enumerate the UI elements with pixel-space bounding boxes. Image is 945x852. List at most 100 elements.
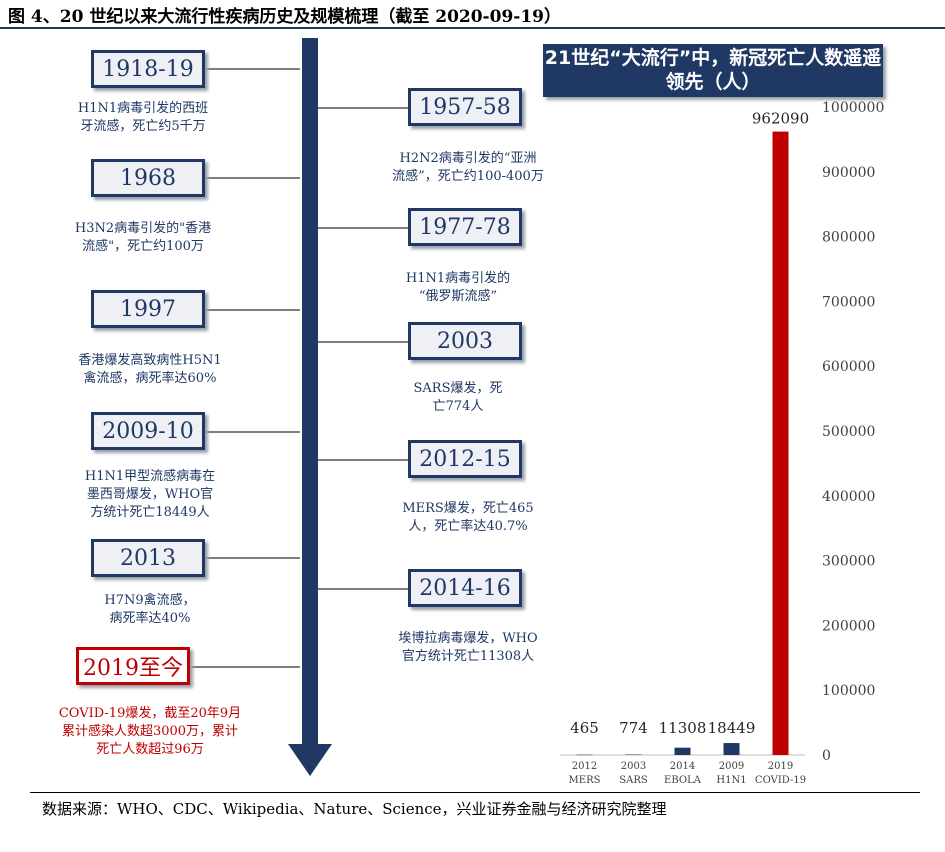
bar-data-label: 962090 bbox=[752, 110, 809, 128]
timeline-event-description: MERS爆发，死亡465 人，死亡率达40.7% bbox=[402, 500, 533, 536]
event-description-line: H1N1病毒引发的西班 bbox=[77, 101, 209, 116]
event-description-line: 死亡人数超过96万 bbox=[96, 742, 204, 757]
event-description-line: 流感"，死亡约100万 bbox=[82, 239, 204, 254]
event-description-line: MERS爆发，死亡465 bbox=[402, 501, 534, 516]
timeline-event-description: H3N2病毒引发的"香港 流感"，死亡约100万 bbox=[75, 220, 211, 256]
timeline-year-box: 2013 bbox=[91, 539, 205, 577]
y-tick-label: 300000 bbox=[822, 554, 875, 570]
timeline-event-description: COVID-19爆发，截至20年9月 累计感染人数超3000万，累计 死亡人数超过9… bbox=[59, 705, 241, 759]
event-description-line: 埃博拉病毒爆发，WHO bbox=[398, 631, 538, 646]
event-description-line: “俄罗斯流感” bbox=[418, 289, 498, 304]
x-tick-label-year: 2014 bbox=[670, 761, 695, 772]
timeline-year-label: 1918-19 bbox=[102, 56, 194, 82]
timeline-connector bbox=[205, 557, 300, 559]
timeline-year-box: 2014-16 bbox=[408, 569, 522, 607]
y-tick-label: 1000000 bbox=[822, 100, 884, 116]
x-tick-label-name: H1N1 bbox=[716, 775, 746, 786]
timeline-year-label: 1968 bbox=[120, 165, 176, 191]
timeline-arrowhead bbox=[288, 744, 332, 776]
timeline-connector bbox=[205, 68, 300, 70]
timeline-shaft bbox=[302, 38, 318, 750]
timeline-year-box: 2003 bbox=[408, 322, 522, 360]
bar bbox=[772, 131, 789, 755]
timeline-event-description: H1N1病毒引发的西班 牙流感，死亡约5千万 bbox=[78, 100, 208, 136]
timeline-connector bbox=[205, 177, 300, 179]
timeline-event-description: 埃博拉病毒爆发，WHO 官方统计死亡11308人 bbox=[398, 630, 537, 666]
event-description-line: 官方统计死亡11308人 bbox=[401, 649, 535, 664]
timeline-year-label: 2012-15 bbox=[419, 446, 511, 472]
bar bbox=[723, 743, 740, 755]
y-tick-label: 500000 bbox=[822, 424, 875, 440]
event-description-line: SARS爆发，死 bbox=[413, 381, 503, 396]
timeline-year-box: 1968 bbox=[91, 159, 205, 197]
event-description-line: 香港爆发高致病性H5N1 bbox=[78, 353, 222, 368]
chart-title: 21世纪“大流行”中，新冠死亡人数遥遥领先（人） bbox=[543, 44, 883, 97]
timeline-year-label: 1957-58 bbox=[419, 94, 511, 120]
timeline-connector bbox=[205, 431, 300, 433]
event-description-line: H1N1甲型流感病毒在 bbox=[84, 469, 216, 484]
timeline-year-label: 2014-16 bbox=[419, 575, 511, 601]
y-tick-label: 400000 bbox=[822, 489, 875, 505]
bar bbox=[625, 754, 642, 755]
event-description-line: 亡774人 bbox=[432, 399, 484, 414]
timeline-year-box: 2009-10 bbox=[91, 412, 205, 450]
timeline-connector bbox=[318, 227, 408, 229]
timeline-event-description: SARS爆发，死 亡774人 bbox=[414, 380, 503, 416]
timeline-spine bbox=[288, 38, 332, 776]
timeline-connector bbox=[318, 107, 408, 109]
timeline-year-box: 2012-15 bbox=[408, 440, 522, 478]
timeline-year-box: 1977-78 bbox=[408, 208, 522, 246]
bar-data-label: 774 bbox=[619, 719, 648, 737]
timeline-year-label: 1997 bbox=[120, 296, 176, 322]
event-description-line: 方统计死亡18449人 bbox=[90, 505, 210, 520]
timeline-event-description: 香港爆发高致病性H5N1 禽流感，病死率达60% bbox=[78, 352, 221, 388]
timeline-connector bbox=[318, 341, 408, 343]
y-tick-label: 900000 bbox=[822, 165, 875, 181]
event-description-line: H1N1病毒引发的 bbox=[405, 271, 511, 286]
timeline-year-box: 2019至今 bbox=[76, 647, 190, 685]
x-tick-label-name: EBOLA bbox=[664, 775, 702, 786]
event-description-line: 牙流感，死亡约5千万 bbox=[80, 119, 206, 134]
timeline-year-label: 1977-78 bbox=[419, 214, 511, 240]
timeline-connector bbox=[190, 666, 300, 668]
bar-data-label: 18449 bbox=[708, 719, 756, 737]
timeline-year-label: 2013 bbox=[120, 545, 176, 571]
timeline-event-description: H2N2病毒引发的“亚洲 流感”，死亡约100-400万 bbox=[392, 150, 544, 186]
event-description-line: 流感”，死亡约100-400万 bbox=[392, 169, 544, 184]
bar bbox=[674, 747, 691, 755]
bar-data-label: 11308 bbox=[659, 719, 707, 737]
timeline-year-box: 1997 bbox=[91, 290, 205, 328]
x-tick-label-name: MERS bbox=[569, 775, 601, 786]
footer-rule bbox=[30, 792, 920, 793]
bar-data-label: 465 bbox=[570, 719, 599, 737]
timeline-year-label: 2003 bbox=[437, 328, 493, 354]
x-tick-label-year: 2019 bbox=[768, 761, 793, 772]
event-description-line: COVID-19爆发，截至20年9月 bbox=[58, 706, 242, 721]
bar-chart: 0 100000 200000 300000 400000 500000 600000 700… bbox=[560, 100, 884, 786]
event-description-line: 禽流感，病死率达60% bbox=[83, 371, 217, 386]
timeline-year-label: 2009-10 bbox=[102, 418, 194, 444]
event-description-line: 人，死亡率达40.7% bbox=[408, 519, 528, 534]
title-rule bbox=[0, 27, 945, 29]
x-tick-label-name: COVID-19 bbox=[755, 775, 806, 786]
source-note: 数据来源：WHO、CDC、Wikipedia、Nature、Science，兴业… bbox=[42, 800, 667, 818]
event-description-line: 墨西哥爆发，WHO官 bbox=[86, 487, 214, 502]
event-description-line: H7N9禽流感， bbox=[104, 593, 196, 608]
y-tick-label: 700000 bbox=[822, 294, 875, 310]
y-tick-label: 0 bbox=[822, 748, 831, 764]
timeline-year-box: 1957-58 bbox=[408, 88, 522, 126]
event-description-line: 累计感染人数超3000万，累计 bbox=[61, 724, 239, 739]
x-tick-label-year: 2009 bbox=[719, 761, 744, 772]
event-description-line: H3N2病毒引发的"香港 bbox=[74, 221, 212, 236]
figure-title: 图 4、20 世纪以来大流行性疾病历史及规模梳理（截至 2020-09-19） bbox=[8, 7, 561, 27]
bar bbox=[576, 754, 593, 756]
y-tick-label: 100000 bbox=[822, 683, 875, 699]
x-tick-label-year: 2012 bbox=[572, 761, 597, 772]
timeline-connector bbox=[205, 309, 300, 311]
timeline-connector bbox=[318, 588, 408, 590]
timeline-event-description: H7N9禽流感， 病死率达40% bbox=[104, 592, 195, 628]
y-tick-label: 600000 bbox=[822, 359, 875, 375]
x-tick-label-year: 2003 bbox=[621, 761, 646, 772]
timeline-event-description: H1N1病毒引发的 “俄罗斯流感” bbox=[406, 270, 510, 306]
y-tick-label: 200000 bbox=[822, 618, 875, 634]
